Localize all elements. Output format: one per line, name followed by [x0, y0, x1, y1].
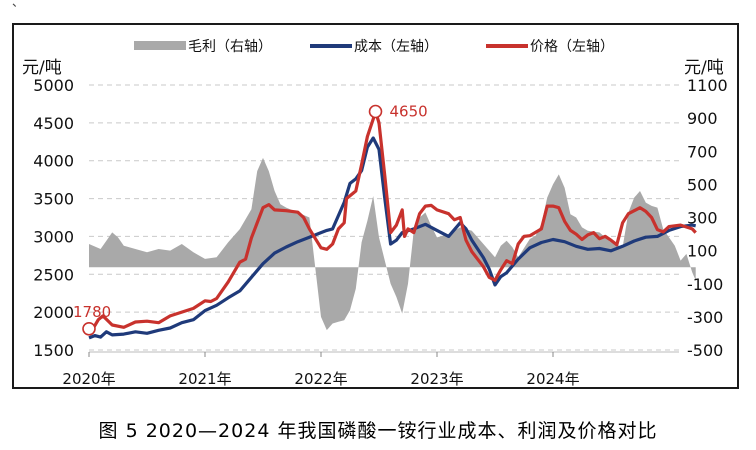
figure-caption: 图 5 2020—2024 年我国磷酸一铵行业成本、利润及价格对比: [98, 420, 658, 442]
cropped-top-text: 、: [12, 0, 25, 9]
left-tick-label: 3000: [33, 227, 74, 246]
price-line: [88, 109, 697, 332]
annotation-marker: [82, 321, 96, 336]
left-axis-unit: 元/吨: [22, 58, 62, 78]
legend-label-price: 价格（左轴）: [530, 39, 614, 55]
right-tick-label: -100: [687, 275, 723, 294]
right-tick-label: 300: [687, 209, 718, 228]
grid-lines: [88, 84, 679, 357]
left-tick-label: 4000: [33, 152, 74, 171]
left-tick-label: 3500: [33, 190, 74, 209]
chart-svg: 元/吨 元/吨 1500 2000 2500 3000 3500 4000 4500 5000…: [22, 39, 728, 387]
annotation-marker: [368, 104, 383, 119]
right-tick-label: 1100: [687, 76, 728, 95]
x-tick-label: 2023年: [410, 370, 463, 387]
left-tick-label: 4500: [33, 114, 74, 133]
left-tick-label: 5000: [33, 76, 74, 95]
line-series-layer: [88, 109, 697, 340]
legend: 毛利（右轴） 成本（左轴） 价格（左轴）: [134, 39, 614, 55]
legend-swatch-margin: [134, 41, 186, 50]
annotations: 1780 4650: [73, 103, 428, 336]
left-tick-label: 2500: [33, 265, 74, 284]
annotation-label: 4650: [390, 103, 428, 121]
chart-frame: 元/吨 元/吨 1500 2000 2500 3000 3500 4000 4500 5000…: [12, 23, 739, 389]
right-tick-label: 900: [687, 109, 718, 128]
right-axis-unit: 元/吨: [684, 58, 724, 78]
x-tick-label: 2024年: [526, 370, 579, 387]
legend-label-cost: 成本（左轴）: [354, 39, 438, 55]
left-tick-label: 1500: [33, 341, 74, 360]
cost-line: [88, 136, 697, 340]
legend-label-margin: 毛利（右轴）: [188, 39, 272, 55]
right-tick-label: -500: [687, 341, 723, 360]
x-tick-label: 2021年: [178, 370, 231, 387]
right-tick-label: 700: [687, 142, 718, 161]
right-tick-label: -300: [687, 308, 723, 327]
x-tick-label: 2020年: [62, 370, 115, 387]
x-tick-label: 2022年: [294, 370, 347, 387]
right-tick-label: 100: [687, 242, 718, 261]
right-tick-label: 500: [687, 175, 718, 194]
left-tick-label: 2000: [33, 303, 74, 322]
axis-labels: 元/吨 元/吨 1500 2000 2500 3000 3500 4000 4500 5000…: [22, 58, 728, 387]
annotation-label: 1780: [73, 303, 111, 321]
